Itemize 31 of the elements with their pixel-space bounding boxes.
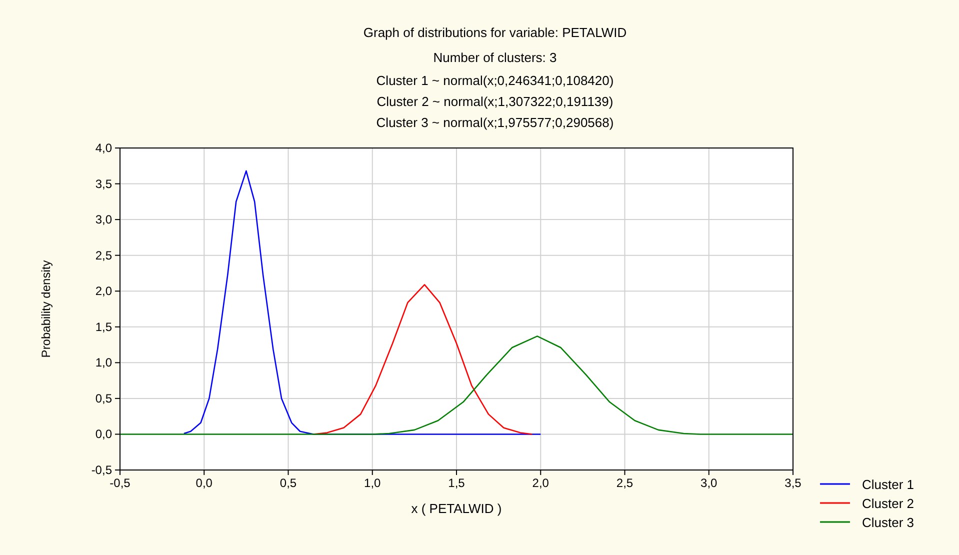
x-tick-label: 2,0	[532, 476, 550, 490]
y-tick-label: 3,5	[95, 176, 112, 191]
x-tick-label: 3,5	[784, 476, 802, 490]
x-tick-label: 0,5	[280, 476, 297, 490]
text: Cluster 2 ~ normal(x;1,307322;0,191139)	[376, 94, 614, 109]
y-tick-label: 3,0	[95, 212, 112, 227]
chart-subtitle: Number of clusters: 3	[433, 50, 557, 65]
line-series	[183, 170, 542, 435]
text: Cluster 3 ~ normal(x;1,975577;0,290568)	[376, 115, 614, 130]
y-tick-label: 2,0	[95, 284, 112, 298]
y-tick-label: 1,5	[95, 320, 112, 334]
chart-title: Graph of distributions for variable: PETALWID	[363, 25, 627, 40]
x-axis-title: x ( PETALWID )	[411, 501, 502, 516]
x-tick-label: 0,0	[196, 476, 213, 490]
y-tick-label: 0,0	[95, 427, 112, 442]
x-tick-label: 1,0	[364, 476, 382, 490]
y-axis-title: Probability density	[39, 260, 53, 358]
y-tick-label: -0,5	[91, 463, 112, 477]
legend-label: Cluster 3	[862, 515, 914, 530]
x-tick-label: 2,5	[616, 476, 634, 490]
y-tick-label: 0,5	[95, 391, 112, 406]
x-tick-label: -0,5	[110, 476, 131, 490]
text: Cluster 1 ~ normal(x;0,246341;0,108420)	[376, 73, 614, 88]
x-tick-label: 3,0	[700, 476, 718, 490]
legend-label: Cluster 1	[862, 477, 914, 492]
legend-label: Cluster 2	[862, 496, 914, 511]
y-tick-label: 2,5	[95, 248, 112, 262]
y-tick-label: 1,0	[95, 356, 112, 370]
line-series	[120, 336, 793, 435]
y-tick-label: 4,0	[95, 141, 112, 155]
x-tick-label: 1,5	[448, 476, 466, 490]
